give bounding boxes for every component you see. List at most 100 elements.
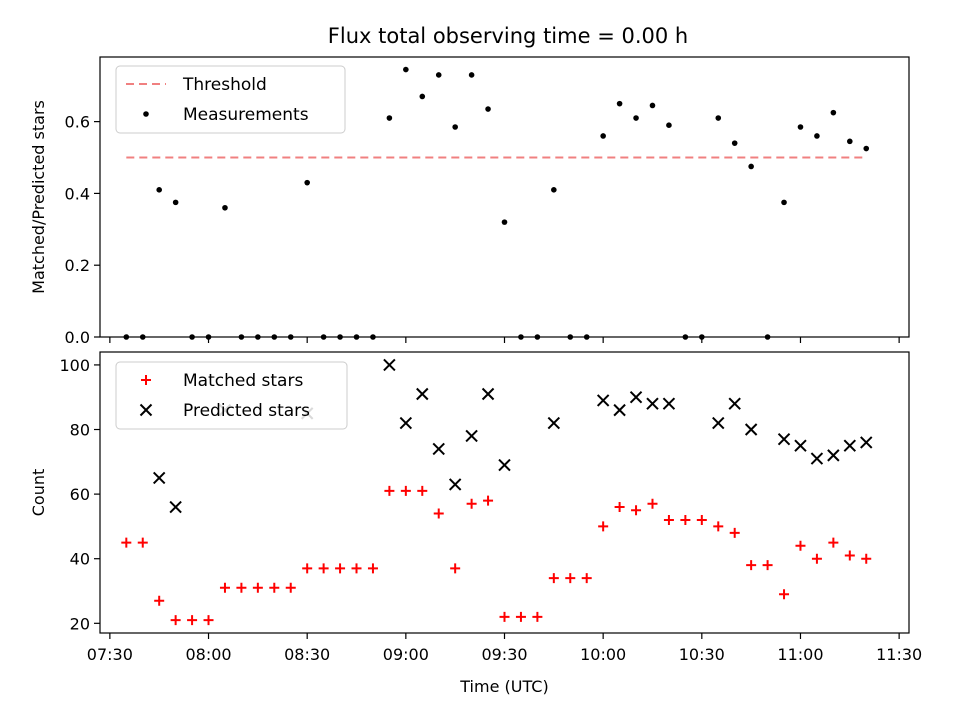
measurement-point [287,334,294,340]
matched-star-point [318,563,329,574]
matched-star-point [746,560,757,571]
legend-predicted-swatch [139,403,153,417]
measurement-point [797,124,804,130]
y-tick-label: 100 [59,356,90,375]
legend-label: Threshold [182,75,267,95]
matched-star-point [828,537,839,548]
matched-star-point [598,521,609,532]
measurement-point [222,204,228,211]
matched-star-point [269,582,280,593]
measurement-point [551,187,557,193]
predicted-star-point [777,432,791,446]
matched-star-point [762,560,773,571]
y-tick-label: 0.0 [65,328,90,347]
measurement-point [781,199,787,206]
measurement-point [238,334,245,340]
x-tick-label: 11:30 [876,645,922,664]
measurement-point [501,219,508,225]
measurement-point [649,102,656,109]
measurement-point [435,72,442,78]
predicted-star-point [152,471,166,485]
predicted-star-point [465,429,478,443]
measurement-point [616,100,623,107]
matched-star-point [515,611,526,622]
legend-label: Predicted stars [183,401,310,421]
matched-star-point [861,553,872,564]
measurement-point [189,334,195,340]
matched-star-point [844,550,855,561]
measurement-point [583,334,590,340]
measurement-point [452,124,458,130]
measurement-point [518,334,524,340]
top-panel: 0.0 0.2 0.4 0.6 Matched/Predicted stars Thres… [29,56,910,347]
matched-star-point [367,563,378,574]
predicted-star-point [712,416,725,430]
predicted-star-point [383,358,396,372]
y-tick-label: 20 [70,614,90,633]
legend-top: Threshold Measurements [115,65,346,134]
legend-box [115,65,346,134]
measurement-point [304,179,310,186]
x-tick-label: 07:30 [87,645,133,664]
x-tick-label: 09:00 [383,645,429,664]
matched-star-point [433,508,444,519]
matched-star-point [499,611,510,622]
predicted-star-point [744,423,758,436]
measurement-point [337,334,343,340]
measurement-point [748,163,754,170]
matched-star-point [252,582,263,593]
predicted-star-point [498,458,511,472]
measurement-point [139,334,146,340]
matched-star-point [236,582,247,593]
measurement-point [386,115,393,121]
matched-star-point [647,498,658,509]
matched-star-point [811,553,822,564]
measurement-point [485,106,491,112]
matched-star-point [631,505,642,516]
x-tick-label: 10:30 [679,645,725,664]
legend-label: Measurements [183,105,309,125]
predicted-star-point [596,394,610,407]
measurement-point [863,145,870,152]
predicted-star-point [416,387,429,401]
matched-star-point [779,589,790,600]
legend-box [115,361,348,430]
matched-star-point [663,514,674,525]
y-axis-label-top: Matched/Predicted stars [29,100,48,294]
measurement-point [156,187,162,193]
measurement-point [814,133,820,139]
matched-star-point [696,514,707,525]
legend-label: Matched stars [183,371,303,391]
measurement-point [403,66,409,73]
matched-star-point [417,485,428,496]
predicted-star-point [399,416,413,430]
matched-star-point [483,495,494,506]
x-tick-label: 11:00 [777,645,823,664]
predicted-star-point [827,449,840,462]
matched-star-point [614,502,625,513]
measurement-point [682,334,689,340]
matched-star-point [400,485,411,496]
matched-star-point [466,498,477,509]
measurement-point [731,140,738,146]
measurement-point [534,334,541,340]
measurement-point [320,334,327,340]
predicted-star-point [662,397,676,410]
predicted-star-point [810,452,824,465]
measurement-point [715,115,722,121]
measurement-point [353,334,360,340]
measurement-point [271,334,278,340]
matched-star-point [680,514,691,525]
matched-star-point [141,375,151,385]
measurement-point [419,93,426,100]
x-tick-label: 10:00 [580,645,626,664]
predicted-star-point [169,500,182,514]
y-tick-label: 60 [70,485,90,504]
predicted-star-point [860,436,873,449]
legend-measurement-swatch [143,111,149,117]
x-tick-label: 08:30 [284,645,330,664]
matched-star-point [335,563,346,574]
y-tick-label: 40 [70,550,90,569]
matched-star-point [729,527,740,538]
measurement-point [468,72,475,78]
